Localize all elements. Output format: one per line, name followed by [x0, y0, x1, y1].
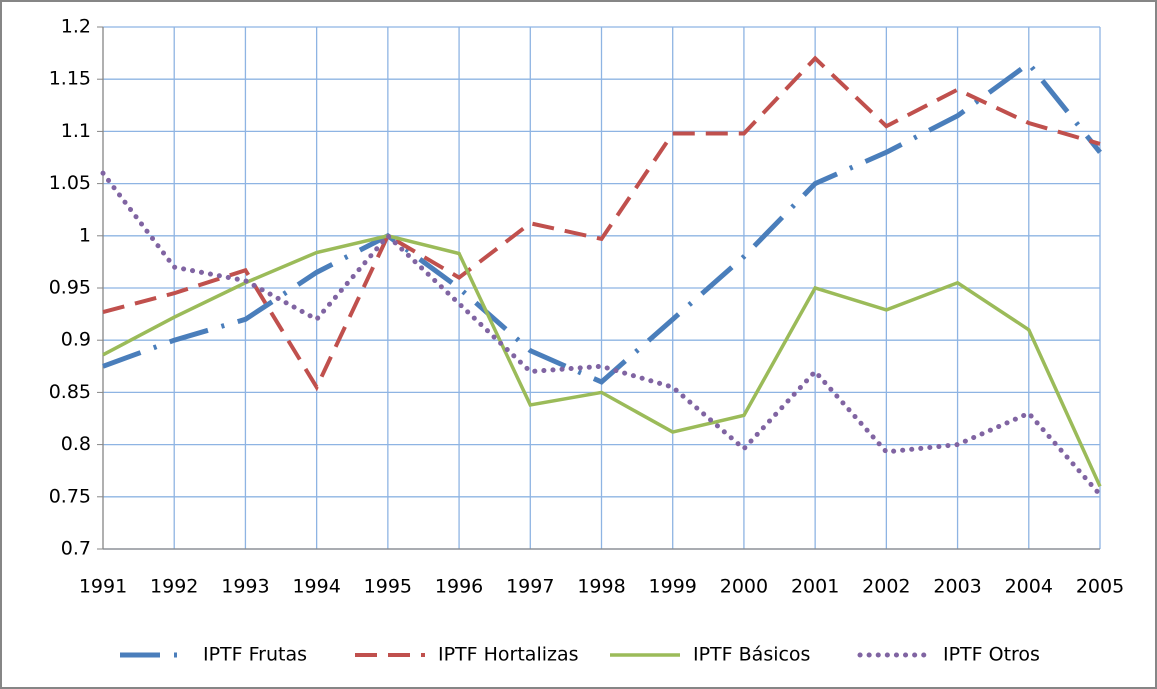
- legend-label: IPTF Frutas: [203, 644, 307, 666]
- x-tick-label: 2001: [791, 576, 839, 598]
- y-tick-label: 1.15: [49, 68, 91, 90]
- y-tick-label: 1.1: [61, 120, 91, 142]
- x-tick-label: 1993: [221, 576, 269, 598]
- x-tick-label: 2004: [1005, 576, 1053, 598]
- y-tick-label: 0.9: [61, 329, 91, 351]
- x-tick-label: 2000: [720, 576, 768, 598]
- series-line: [102, 233, 1102, 488]
- x-tick-label: 1992: [150, 576, 198, 598]
- series-line: [102, 60, 1102, 385]
- x-tick-label: 2005: [1076, 576, 1124, 598]
- x-tick-label: 1997: [506, 576, 554, 598]
- y-tick-label: 0.8: [61, 433, 91, 455]
- y-tick-label: 1: [79, 224, 91, 246]
- y-tick-label: 1.2: [61, 16, 91, 38]
- x-tick-label: 2002: [862, 576, 910, 598]
- x-tick-label: 1995: [364, 576, 412, 598]
- y-tick-label: 1.05: [49, 172, 91, 194]
- legend-label: IPTF Hortalizas: [438, 644, 579, 666]
- legend-label: IPTF Básicos: [693, 644, 810, 666]
- y-tick-label: 0.75: [49, 485, 91, 507]
- x-tick-label: 1996: [435, 576, 483, 598]
- series-line: [100, 170, 1103, 498]
- x-tick-label: 1991: [79, 576, 127, 598]
- legend-label: IPTF Otros: [943, 644, 1040, 666]
- series-line: [102, 55, 1101, 392]
- x-tick-label: 1994: [292, 576, 340, 598]
- y-tick-label: 0.95: [49, 277, 91, 299]
- y-tick-label: 0.85: [49, 381, 91, 403]
- x-tick-label: 1998: [577, 576, 625, 598]
- x-tick-label: 2003: [933, 576, 981, 598]
- y-tick-label: 0.7: [61, 538, 91, 560]
- x-tick-label: 1999: [649, 576, 697, 598]
